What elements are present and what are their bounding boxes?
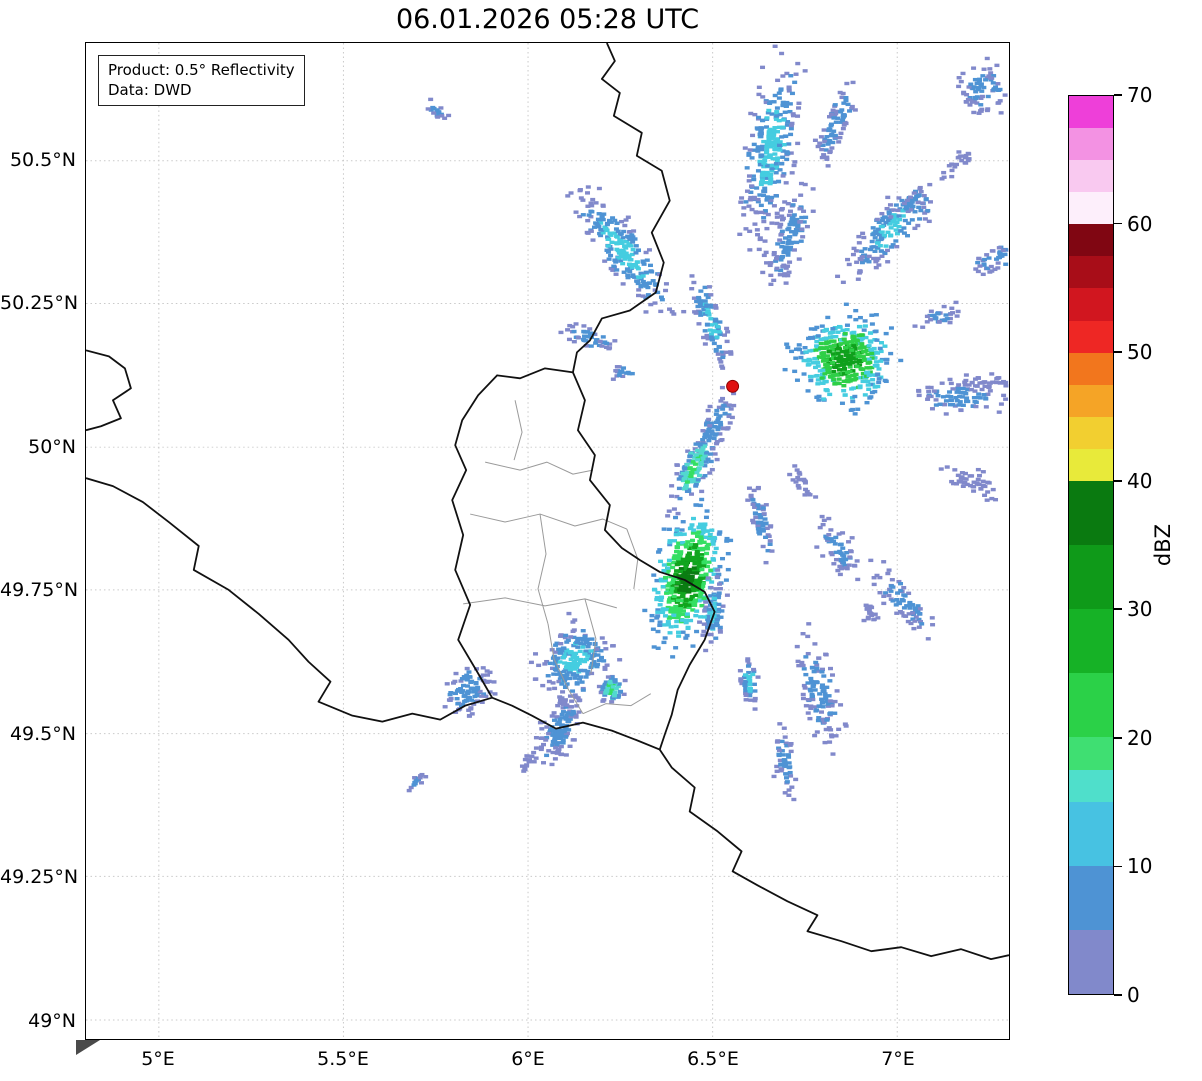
colorbar-tick-mark [1114, 737, 1122, 739]
colorbar-segment [1069, 288, 1113, 321]
colorbar-tick-mark [1114, 865, 1122, 868]
gridlines [86, 43, 1009, 1039]
colorbar-axis-label: dBZ [1151, 523, 1175, 567]
radar-map [86, 43, 1009, 1039]
colorbar-segment [1069, 609, 1113, 674]
colorbar-tick-mark [1114, 994, 1122, 996]
colorbar-segment [1069, 769, 1113, 802]
colorbar-tick-label: 10 [1127, 854, 1153, 879]
colorbar-tick-label: 50 [1127, 340, 1153, 365]
colorbar-tick-label: 70 [1127, 83, 1153, 107]
figure-title: 06.01.2026 05:28 UTC [395, 4, 700, 35]
radar-echoes [406, 44, 1009, 802]
colorbar-segment [1069, 352, 1113, 385]
y-tick-label: 50.5°N [9, 149, 76, 171]
colorbar-segment [1069, 192, 1113, 225]
y-tick-label: 50.25°N [0, 292, 79, 314]
colorbar-tick-label: 40 [1127, 468, 1153, 493]
colorbar-tick-label: 0 [1127, 983, 1140, 1007]
colorbar-segment [1069, 224, 1113, 257]
colorbar-segment [1069, 929, 1113, 994]
data-source-label: Data: DWD [108, 81, 192, 100]
colorbar-segment [1069, 416, 1113, 449]
y-tick-label: 49°N [28, 1010, 76, 1032]
product-label: Product: 0.5° Reflectivity [108, 61, 295, 79]
x-tick-label: 6.5°E [687, 1048, 739, 1070]
colorbar [1068, 95, 1114, 995]
y-tick-label: 50°N [28, 436, 76, 458]
country-borders [86, 43, 1009, 961]
map-corner-triangle [76, 1040, 100, 1055]
colorbar-segment [1069, 320, 1113, 353]
colorbar-tick-mark [1114, 351, 1122, 353]
colorbar-segment [1069, 256, 1113, 289]
colorbar-segment [1069, 545, 1113, 610]
radar-site-marker [726, 379, 740, 393]
map-plot-area: Product: 0.5° Reflectivity Data: DWD [85, 42, 1010, 1040]
colorbar-tick-mark [1114, 479, 1122, 482]
y-tick-label: 49.75°N [0, 579, 79, 601]
y-tick-label: 49.25°N [0, 866, 79, 888]
colorbar-segment [1069, 673, 1113, 738]
colorbar-tick-mark [1114, 608, 1122, 611]
colorbar-tick-label: 20 [1127, 725, 1153, 750]
x-tick-label: 7°E [881, 1048, 915, 1070]
colorbar-segment [1069, 448, 1113, 481]
colorbar-tick-label: 30 [1127, 597, 1153, 622]
colorbar-tick-mark [1114, 222, 1122, 225]
product-info-box: Product: 0.5° Reflectivity Data: DWD [98, 55, 305, 106]
y-tick-label: 49.5°N [9, 723, 76, 745]
colorbar-tick-label: 60 [1127, 211, 1153, 236]
x-tick-label: 5.5°E [317, 1048, 369, 1070]
x-tick-label: 6°E [511, 1048, 545, 1070]
colorbar-segment [1069, 865, 1113, 930]
colorbar-segment [1069, 384, 1113, 417]
colorbar-segment [1069, 801, 1113, 866]
colorbar-tick-mark [1114, 94, 1122, 96]
colorbar-segment [1069, 160, 1113, 193]
colorbar-segment [1069, 128, 1113, 161]
colorbar-segment [1069, 96, 1113, 129]
colorbar-segment [1069, 737, 1113, 770]
colorbar-segment [1069, 480, 1113, 545]
x-tick-label: 5°E [141, 1048, 175, 1070]
